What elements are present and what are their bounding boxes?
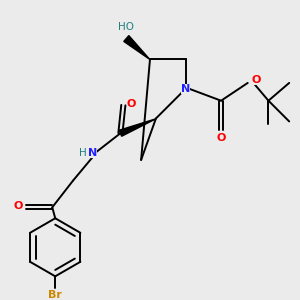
- Polygon shape: [119, 119, 156, 136]
- Text: N: N: [88, 148, 98, 158]
- Polygon shape: [124, 36, 150, 59]
- Text: O: O: [216, 133, 226, 143]
- Text: HO: HO: [118, 22, 134, 32]
- Text: O: O: [251, 75, 261, 85]
- Text: O: O: [127, 99, 136, 109]
- Text: H: H: [79, 148, 86, 158]
- Text: N: N: [181, 84, 190, 94]
- Text: Br: Br: [48, 290, 62, 300]
- Text: O: O: [14, 201, 23, 211]
